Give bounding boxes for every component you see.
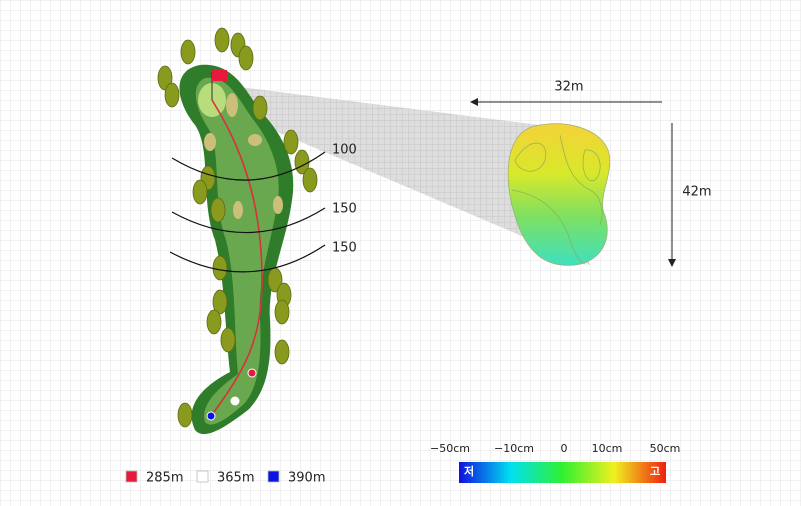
trees [157, 27, 318, 428]
bunker [226, 93, 238, 117]
bunker [233, 201, 243, 219]
scale-tick-label: 0 [561, 442, 568, 455]
distance-label: 150 [332, 202, 357, 217]
projection [232, 86, 590, 265]
route-line [210, 99, 263, 417]
scale-tick-label: 10cm [592, 442, 623, 455]
bunker [248, 134, 262, 146]
arrow-head [668, 259, 676, 267]
flag [212, 70, 227, 81]
bunker [273, 196, 283, 214]
legend-swatch [267, 470, 280, 483]
scale-tick-label: −50cm [430, 442, 470, 455]
legend-swatch [125, 470, 138, 483]
legend-label: 365m [217, 471, 254, 486]
height-label: 42m [682, 185, 711, 200]
scale-high-label: 고 [650, 465, 660, 478]
distance-arcs [169, 151, 326, 273]
contour-lines [511, 134, 603, 265]
scale-low-label: 저 [464, 464, 474, 478]
width-label: 32m [554, 80, 583, 95]
legend-swatch [196, 470, 209, 483]
legend-label: 390m [288, 471, 325, 486]
tee-marker [247, 368, 257, 378]
elevation-map [507, 123, 611, 266]
arrow-head [470, 98, 478, 106]
scale-tick-label: 50cm [650, 442, 681, 455]
fairway [195, 77, 279, 425]
distance-label: 150 [332, 241, 357, 256]
scale-tick-label: −10cm [494, 442, 534, 455]
bunker [204, 133, 216, 151]
legend-label: 285m [146, 471, 183, 486]
tee-marker [230, 396, 240, 406]
tee-marker [206, 411, 216, 421]
elevation-scale-bar [459, 462, 666, 483]
distance-label: 100 [332, 143, 357, 158]
